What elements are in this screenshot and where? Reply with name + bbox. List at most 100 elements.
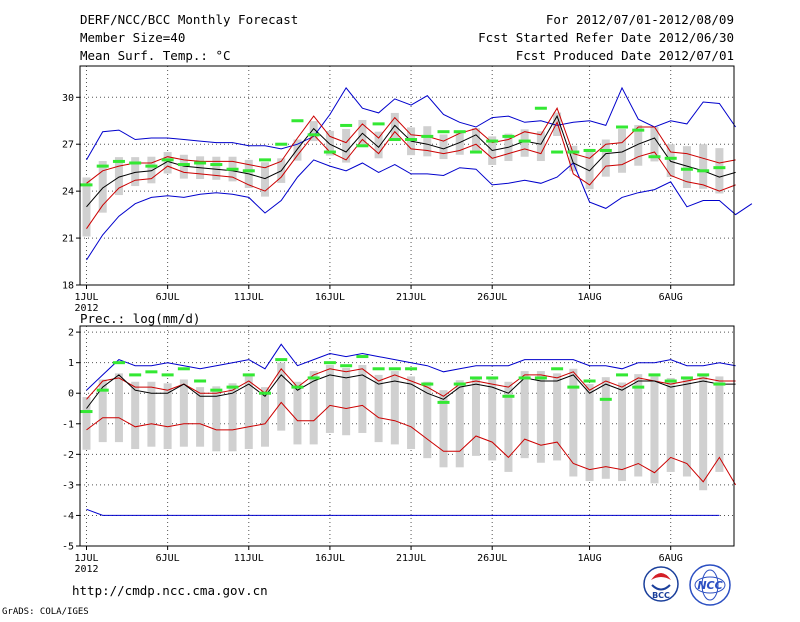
bcc-logo-text: BCC <box>652 591 670 600</box>
member-spread-box <box>163 383 172 449</box>
control-marker <box>697 373 710 377</box>
member-spread-box <box>358 364 367 433</box>
member-spread-box <box>390 371 399 445</box>
control-marker <box>713 382 726 386</box>
member-spread-box <box>585 384 594 482</box>
member-spread-box <box>244 375 253 449</box>
member-spread-box <box>163 152 172 174</box>
member-spread-box <box>342 368 351 436</box>
member-spread-box <box>666 377 675 472</box>
member-spread-box <box>374 131 383 159</box>
member-spread-box <box>553 112 562 137</box>
member-spread-box <box>179 154 188 179</box>
control-marker <box>112 361 125 365</box>
control-marker <box>486 376 499 380</box>
ncc-logo-globe-lat <box>694 576 726 594</box>
member-spread-box <box>114 157 123 196</box>
control-marker <box>291 119 304 123</box>
control-marker <box>323 150 336 154</box>
y-tick-label: -4 <box>62 511 74 522</box>
control-marker <box>518 139 531 143</box>
member-spread-box <box>309 371 318 445</box>
member-spread-box <box>553 373 562 461</box>
member-spread-box <box>147 156 156 184</box>
x-tick-label: 11JUL <box>234 292 264 303</box>
x-tick-label: 6JUL <box>156 553 180 564</box>
control-marker <box>453 382 466 386</box>
control-marker <box>664 379 677 383</box>
control-marker <box>648 373 661 377</box>
member-spread-box <box>114 373 123 443</box>
figure-title: DERF/NCC/BCC Monthly Forecast <box>80 12 298 27</box>
bcc-logo-ring <box>643 566 679 602</box>
member-spread-box <box>407 376 416 449</box>
y-tick-label: 21 <box>62 234 74 245</box>
control-marker <box>177 367 190 371</box>
control-marker <box>340 364 353 368</box>
control-marker <box>616 125 629 129</box>
control-marker <box>583 148 596 152</box>
member-spread-box <box>682 146 691 189</box>
control-marker <box>437 130 450 134</box>
x-tick-label: 6AUG <box>659 292 683 303</box>
member-spread-box <box>682 377 691 477</box>
control-marker <box>421 382 434 386</box>
control-marker <box>210 163 223 167</box>
control-marker <box>469 150 482 154</box>
forecast-period: For 2012/07/01-2012/08/09 <box>546 12 734 27</box>
forecast-started-date: Fcst Started Refer Date 2012/06/30 <box>478 30 734 45</box>
y-tick-label: -3 <box>62 480 74 491</box>
member-spread-box <box>650 376 659 484</box>
spread-upper-line <box>86 367 736 400</box>
member-spread-box <box>569 368 578 477</box>
y-tick-label: 1 <box>68 358 74 369</box>
x-tick-label: 26JUL <box>477 553 507 564</box>
member-spread-box <box>601 377 610 479</box>
control-marker <box>551 150 564 154</box>
control-marker <box>275 142 288 146</box>
control-marker <box>129 161 142 165</box>
member-spread-box <box>634 125 643 166</box>
control-marker <box>259 158 272 162</box>
y-tick-label: 30 <box>62 93 74 104</box>
temperature-panel: 18 21 24 27 30 1JUL 6JUL 11JUL 16JUL 21JUL 26JUL 1A… <box>62 65 753 314</box>
member-spread-box <box>147 381 156 447</box>
ensemble-mean-line <box>86 114 736 208</box>
plot-frame <box>79 65 735 286</box>
member-spread-box <box>439 390 448 468</box>
control-marker <box>453 130 466 134</box>
member-spread-box <box>131 157 140 187</box>
member-spread-box <box>536 131 545 162</box>
member-spread-box <box>212 386 221 452</box>
control-marker <box>713 166 726 170</box>
control-marker <box>486 139 499 143</box>
control-marker <box>177 163 190 167</box>
grads-credit: GrADS: COLA/IGES <box>2 607 89 617</box>
y-tick-label: -5 <box>62 542 74 553</box>
control-marker <box>680 376 693 380</box>
control-marker <box>421 134 434 138</box>
control-marker <box>161 373 174 377</box>
control-marker <box>583 379 596 383</box>
member-spread-box <box>423 126 432 157</box>
ncc-logo-ring <box>689 564 731 606</box>
member-spread-box <box>423 381 432 459</box>
member-spread-box <box>98 161 107 213</box>
member-spread-box <box>342 128 351 163</box>
member-spread-box <box>325 364 334 433</box>
y-tick-label: 2 <box>68 328 74 339</box>
member-spread-box <box>699 374 708 491</box>
member-spread-box <box>650 127 659 162</box>
member-spread-box <box>228 383 237 452</box>
control-marker <box>551 367 564 371</box>
control-marker <box>372 367 385 371</box>
y-tick-label: 27 <box>62 140 74 151</box>
x-tick-label: 1JUL <box>74 292 98 303</box>
year-label: 2012 <box>74 564 98 575</box>
x-tick-label: 1AUG <box>578 553 602 564</box>
member-spread-box <box>520 129 529 157</box>
control-marker <box>567 150 580 154</box>
control-marker <box>534 106 547 110</box>
